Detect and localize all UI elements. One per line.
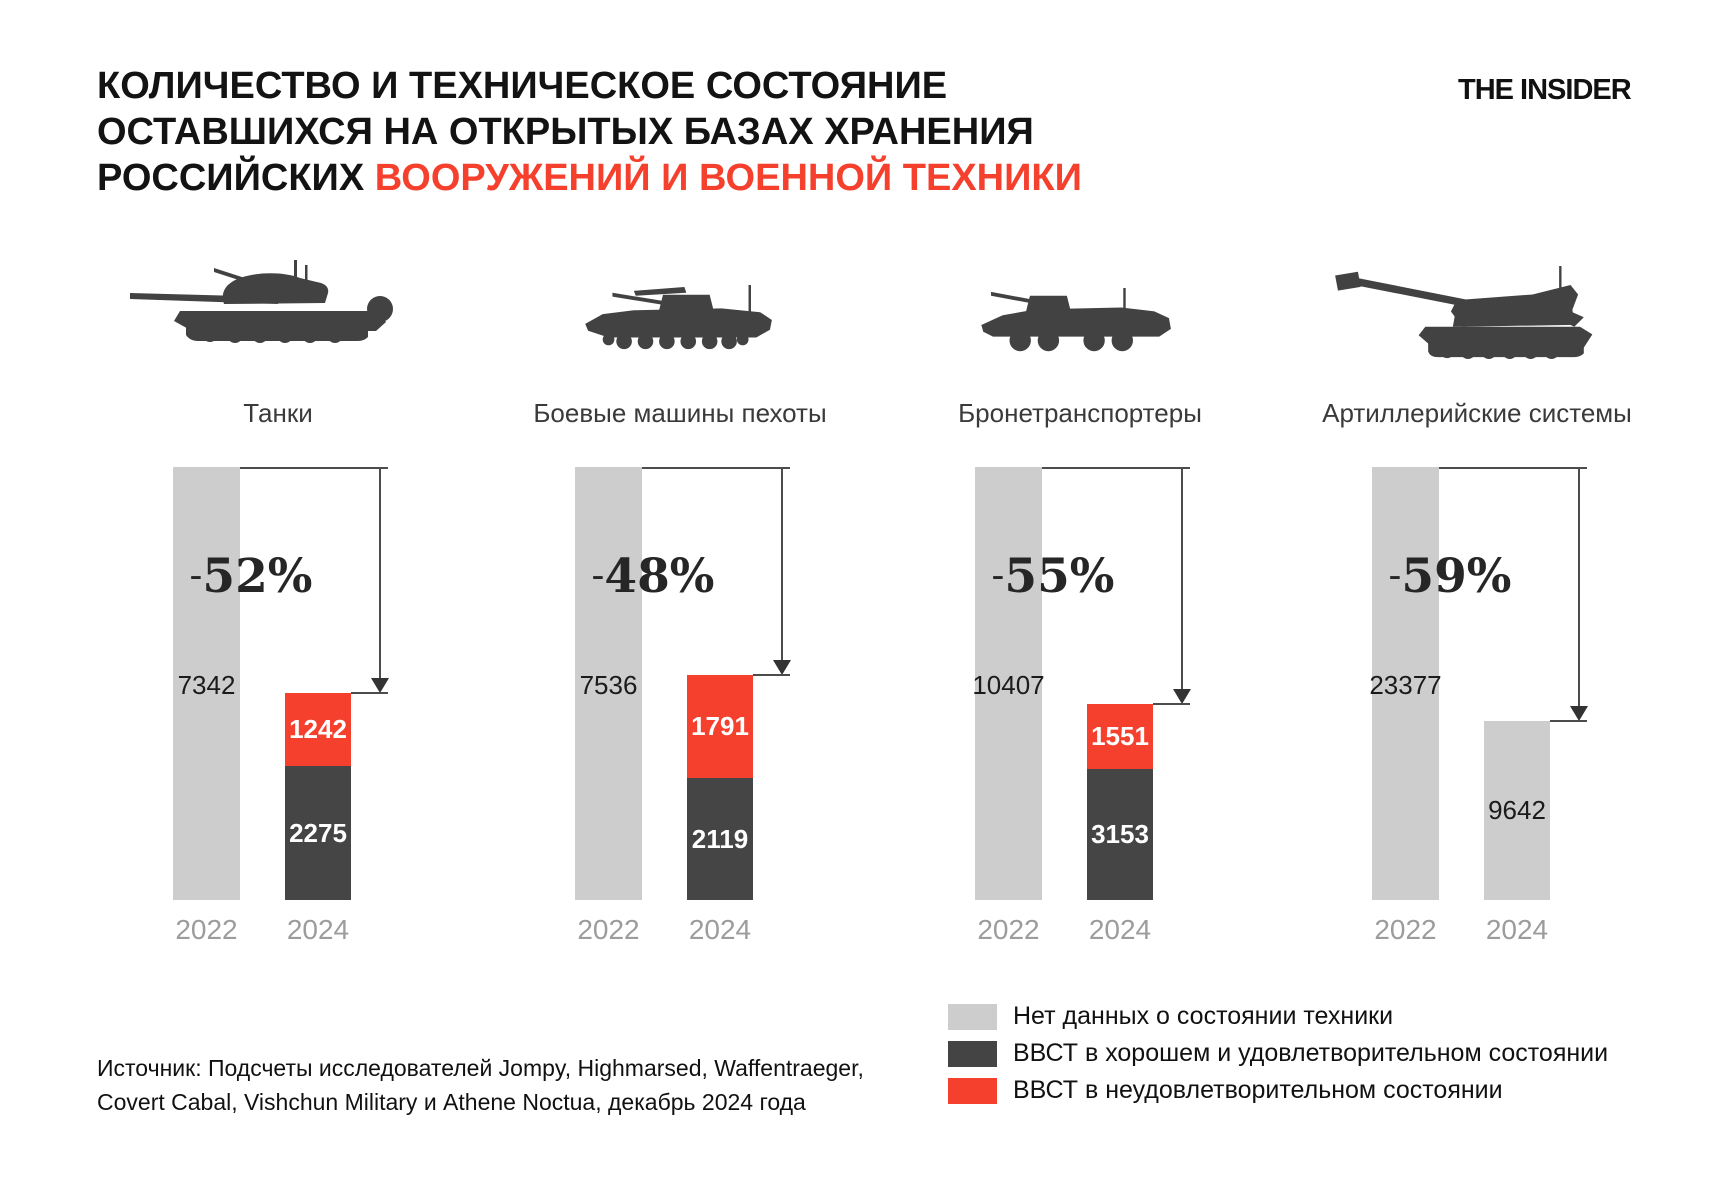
year-label-2024: 2024 (1088, 914, 1152, 945)
title-line-3: РОССИЙСКИХ ВООРУЖЕНИЙ И ВОЕННОЙ ТЕХНИКИ (97, 155, 1082, 201)
source-line-1: Источник: Подсчеты исследователей Jompy,… (97, 1055, 864, 1081)
legend-swatch-red (948, 1077, 997, 1104)
source-note: Источник: Подсчеты исследователей Jompy,… (97, 1051, 864, 1119)
year-label-2024: 2024 (688, 914, 752, 945)
legend-swatch-gray (948, 1003, 997, 1030)
bar-2022: 10407 (972, 467, 1045, 900)
year-label-2022: 2022 (1374, 914, 1437, 945)
category-label: Боевые машины пехоты (533, 398, 827, 428)
bar-2024: 1551 3153 (1087, 704, 1153, 900)
bar-2024-bad: 1242 (285, 693, 351, 766)
source-line-2: Covert Cabal, Vishchun Military и Athene… (97, 1089, 806, 1115)
legend-row-no-data: Нет данных о состоянии техники (948, 998, 1608, 1035)
legend-row-bad: ВВСТ в неудовлетворительном состоянии (948, 1072, 1608, 1109)
value-2022: 7342 (177, 670, 236, 700)
pct-change-label: -55% (991, 549, 1115, 604)
bar-2022: 7342 (173, 467, 240, 900)
bar-2024-good: 3153 (1087, 769, 1153, 900)
arrow-line (379, 467, 381, 679)
pct-change-label: -59% (1388, 549, 1512, 604)
arrow-top-line (1042, 467, 1190, 469)
chart-ifv: Боевые машины пехоты 7536 -48% 1791 2119… (515, 0, 845, 1000)
arrow-top-line (1439, 467, 1587, 469)
title-line-3-red: ВООРУЖЕНИЙ И ВОЕННОЙ ТЕХНИКИ (374, 157, 1082, 199)
legend-label: ВВСТ в хорошем и удовлетворительном сост… (1013, 1039, 1609, 1067)
bar-plot: 10407 -55% 1551 3153 2022 2024 (915, 467, 1245, 945)
arrow-head-icon (1570, 706, 1588, 721)
legend-row-good: ВВСТ в хорошем и удовлетворительном сост… (948, 1035, 1608, 1072)
bar-2024: 1791 2119 (687, 675, 753, 900)
title-line-3-black: РОССИЙСКИХ (97, 157, 375, 199)
category-label: Бронетранспортеры (958, 398, 1202, 428)
pct-change-label: -52% (189, 549, 313, 604)
chart-artillery: Артиллерийские системы 23377 -59% 9642 2… (1312, 0, 1642, 1000)
bar-2024-bad: 1791 (687, 675, 753, 778)
bar-2024-good: 2119 (687, 778, 753, 900)
bar-2024-good: 2275 (285, 766, 351, 900)
legend-swatch-dark (948, 1040, 997, 1067)
bar-2024-unknown: 9642 (1484, 721, 1550, 900)
bar-2024: 9642 (1484, 721, 1550, 900)
bar-2024-bad: 1551 (1087, 704, 1153, 769)
value-2022: 7536 (579, 670, 638, 700)
legend-label: ВВСТ в неудовлетворительном состоянии (1013, 1076, 1503, 1104)
arrow-bottom-line (351, 692, 388, 694)
year-label-2022: 2022 (175, 914, 238, 945)
category-label: Танки (243, 398, 313, 428)
page-title: КОЛИЧЕСТВО И ТЕХНИЧЕСКОЕ СОСТОЯНИЕ ОСТАВ… (97, 63, 1082, 201)
arrow-line (1578, 467, 1580, 707)
arrow-top-line (642, 467, 790, 469)
bar-2024: 1242 2275 (285, 693, 351, 900)
apc-icon (915, 240, 1245, 380)
year-label-2024: 2024 (286, 914, 350, 945)
pct-change-label: -48% (591, 549, 715, 604)
arrow-bottom-line (753, 674, 790, 676)
the-insider-logo: THE INSIDER (1458, 74, 1632, 106)
year-label-2022: 2022 (577, 914, 640, 945)
bar-2022: 23377 (1369, 467, 1442, 900)
value-2022: 10407 (972, 670, 1045, 700)
legend: Нет данных о состоянии техники ВВСТ в хо… (948, 998, 1608, 1109)
bar-2022: 7536 (575, 467, 642, 900)
bar-plot: 7536 -48% 1791 2119 2022 2024 (515, 467, 845, 945)
arrow-line (781, 467, 783, 661)
title-line-1: КОЛИЧЕСТВО И ТЕХНИЧЕСКОЕ СОСТОЯНИЕ (97, 65, 948, 107)
arrow-line (1181, 467, 1183, 690)
arrow-bottom-line (1550, 720, 1587, 722)
arrow-head-icon (1173, 689, 1191, 704)
arrow-head-icon (371, 678, 389, 693)
year-label-2024: 2024 (1485, 914, 1549, 945)
chart-tanks: Танки 7342 -52% 1242 2275 2022 2024 (113, 0, 443, 1000)
arrow-top-line (240, 467, 388, 469)
artillery-icon (1312, 240, 1642, 380)
category-label: Артиллерийские системы (1322, 398, 1632, 428)
title-line-2: ОСТАВШИХСЯ НА ОТКРЫТЫХ БАЗАХ ХРАНЕНИЯ (97, 111, 1034, 153)
arrow-head-icon (773, 660, 791, 675)
legend-label: Нет данных о состоянии техники (1013, 1002, 1394, 1030)
arrow-bottom-line (1153, 703, 1190, 705)
tank-icon (113, 240, 443, 380)
bar-plot: 7342 -52% 1242 2275 2022 2024 (113, 467, 443, 945)
chart-apc: Бронетранспортеры 10407 -55% 1551 3153 2… (915, 0, 1245, 1000)
ifv-icon (515, 240, 845, 380)
value-2022: 23377 (1369, 670, 1442, 700)
bar-plot: 23377 -59% 9642 2022 2024 (1312, 467, 1642, 945)
year-label-2022: 2022 (977, 914, 1040, 945)
